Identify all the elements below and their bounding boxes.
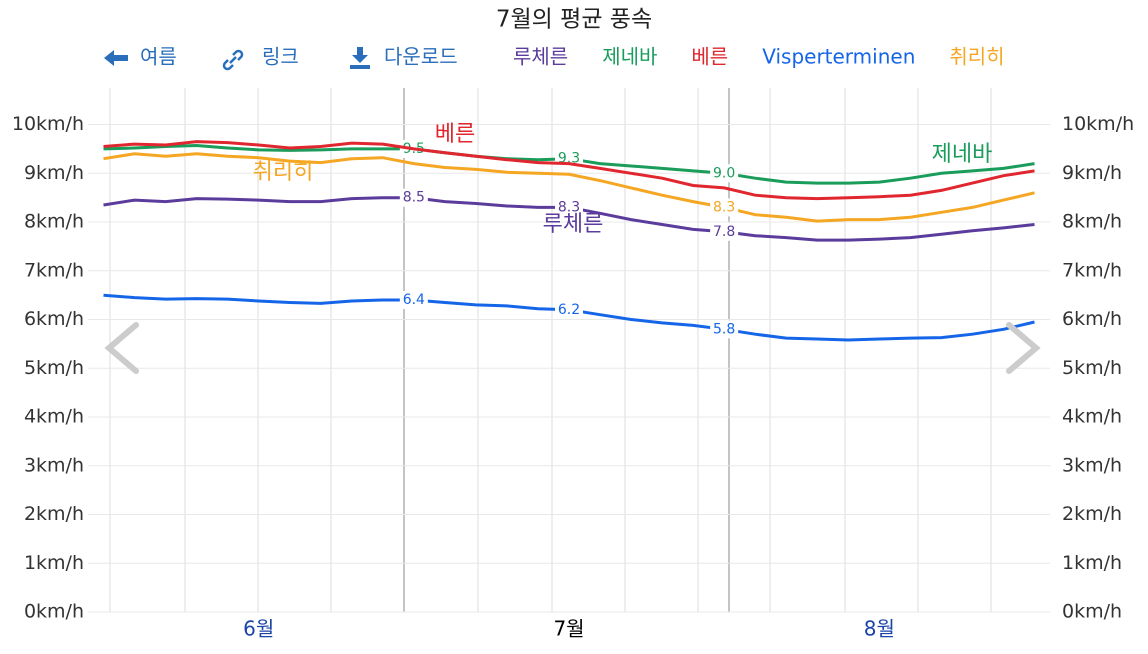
label-bg [399,188,428,207]
value-label: 8.3 [558,199,580,215]
value-label: 8.5 [403,190,425,206]
legend-entry: 루체른 [513,45,568,69]
legend-entry: 제네바 [602,45,657,69]
label-bg [710,222,739,241]
y-tick-label: 7km/h [24,259,84,281]
y-tick-label-right: 8km/h [1062,211,1122,233]
plot: 0km/h 0km/h 1km/h 1km/h 2km/h 2km/h 3km/h 3km/h… [12,88,1134,641]
y-tick-label: 10km/h [12,113,84,135]
y-tick-label-right: 10km/h [1062,113,1134,135]
y-tick-label: 8km/h [24,211,84,233]
legend-entry: 베른 [691,45,728,69]
legend-entry: Visperterminen [762,45,915,69]
label-bg [710,164,739,183]
value-label: 5.8 [713,321,735,337]
summer-button[interactable]: 여름 [104,45,177,69]
prev-arrow [104,322,139,374]
toolbar-label: 링크 [262,45,299,69]
arrow-icon [104,50,128,66]
value-label: 6.4 [403,292,425,308]
download-button[interactable]: 다운로드 [350,45,458,70]
series-line [103,140,1035,201]
series-annotation: 베른 [435,122,475,147]
toolbar-label: 다운로드 [384,45,458,69]
y-tick-label-right: 1km/h [1062,552,1122,574]
x-tick-label: 6월 [243,617,274,641]
y-tick-label-right: 3km/h [1062,454,1122,476]
chart-title: 7월의 평균 풍속 [496,7,652,33]
label-bg [555,300,583,319]
link-icon [222,49,244,71]
series-annotation: 제네바 [932,142,993,167]
legend-entry: 취리히 [949,45,1004,69]
y-tick-label-right: 2km/h [1062,503,1122,525]
legend: 루체른 제네바 베른 Visperterminen 취리히 [513,45,1005,69]
toolbar-label: 여름 [140,45,177,69]
y-tick-label: 3km/h [24,454,84,476]
link-button[interactable]: 링크 [222,45,299,71]
y-tick-label: 2km/h [24,503,84,525]
series-annotation: 취리히 [253,160,314,185]
y-tick-label-right: 7km/h [1062,259,1122,281]
value-label: 7.8 [713,224,735,240]
next-arrow [1006,322,1041,374]
value-label: 6.2 [558,302,580,318]
prev-button[interactable] [104,322,139,374]
label-bg [555,198,583,217]
y-tick-label-right: 5km/h [1062,357,1122,379]
y-tick-label-right: 0km/h [1062,601,1122,623]
y-tick-label: 1km/h [24,552,84,574]
y-tick-label: 6km/h [24,308,84,330]
value-label: 8.3 [713,199,735,215]
download-icon [350,47,370,69]
series-line [103,152,1035,223]
y-tick-label: 0km/h [24,601,84,623]
y-tick-label-right: 9km/h [1062,162,1122,184]
next-button[interactable] [1006,322,1041,374]
series-annotation: 루체른 [543,212,604,237]
value-label: 9.0 [713,165,735,181]
label-bg [710,320,739,339]
y-tick-label-right: 6km/h [1062,308,1122,330]
label-bg [399,291,428,310]
y-tick-label: 4km/h [24,406,84,428]
x-tick-label: 8월 [864,617,895,641]
y-tick-label-right: 4km/h [1062,406,1122,428]
x-tick-label: 7월 [553,617,584,641]
label-bg [710,198,739,217]
y-tick-label: 9km/h [24,162,84,184]
y-tick-label: 5km/h [24,357,84,379]
